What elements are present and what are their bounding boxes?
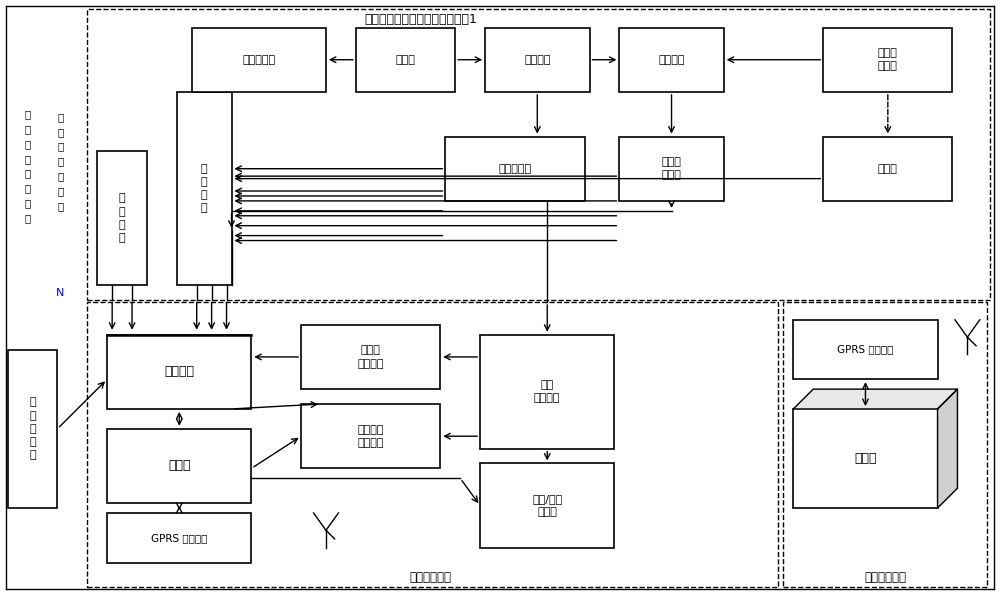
Bar	[107, 334, 251, 409]
Text: 温度控制单元: 温度控制单元	[409, 571, 451, 584]
Text: 充电电路: 充电电路	[658, 55, 685, 65]
Bar	[107, 513, 251, 562]
Bar	[97, 151, 147, 285]
Text: 开关阵列: 开关阵列	[164, 365, 194, 378]
Text: 叶片式太阳能风能综合发电单元1: 叶片式太阳能风能综合发电单元1	[364, 13, 477, 26]
Text: 太阳能
蓄电池: 太阳能 蓄电池	[662, 157, 681, 180]
Text: 电磁铁: 电磁铁	[878, 164, 898, 174]
Bar	[793, 409, 938, 508]
Bar	[823, 136, 952, 201]
Bar	[87, 9, 990, 300]
Bar	[823, 27, 952, 92]
Text: 阳
风
综
发
叶
单
元: 阳 风 综 发 叶 单 元	[57, 112, 64, 211]
Text: GPRS 通信模块: GPRS 通信模块	[151, 533, 207, 543]
Bar	[8, 349, 57, 508]
Bar	[793, 320, 938, 379]
Text: 风能蓄电池: 风能蓄电池	[498, 164, 531, 174]
Text: 接
口
电
路: 接 口 电 路	[119, 193, 125, 243]
Text: 发电机: 发电机	[396, 55, 415, 65]
Polygon shape	[793, 389, 957, 409]
Text: 服务器: 服务器	[854, 452, 877, 465]
Text: 太阳能
电池板: 太阳能 电池板	[878, 48, 898, 71]
Bar	[783, 302, 987, 587]
Bar	[480, 334, 614, 449]
Text: 限位器
电压换向: 限位器 电压换向	[357, 345, 384, 368]
Text: GPRS 通信模块: GPRS 通信模块	[837, 345, 894, 355]
Text: 远程监控单元: 远程监控单元	[864, 571, 906, 584]
Bar	[87, 302, 778, 587]
Text: 制冷制热
电压换向: 制冷制热 电压换向	[357, 425, 384, 448]
Text: 太
阳
能
力
合
电
片
元: 太 阳 能 力 合 电 片 元	[25, 109, 31, 223]
Text: 串联
蓄电池组: 串联 蓄电池组	[534, 380, 560, 403]
Text: 制冷/制热
模块组: 制冷/制热 模块组	[532, 494, 562, 517]
Bar	[177, 92, 232, 285]
Text: 接
口
电
路: 接 口 电 路	[201, 164, 207, 214]
Bar	[107, 429, 251, 503]
Bar	[445, 136, 585, 201]
Bar	[480, 464, 614, 547]
Polygon shape	[938, 389, 957, 508]
Bar	[356, 27, 455, 92]
Bar	[619, 27, 724, 92]
Bar	[619, 136, 724, 201]
Bar	[485, 27, 590, 92]
Bar	[192, 27, 326, 92]
Bar	[301, 404, 440, 468]
Text: 控制器: 控制器	[168, 459, 191, 472]
Text: 过零传感器: 过零传感器	[242, 55, 275, 65]
Text: 温
度
传
感
器: 温 度 传 感 器	[29, 397, 36, 460]
Text: N: N	[56, 288, 65, 298]
Text: 整流电路: 整流电路	[524, 55, 551, 65]
Bar	[301, 325, 440, 389]
